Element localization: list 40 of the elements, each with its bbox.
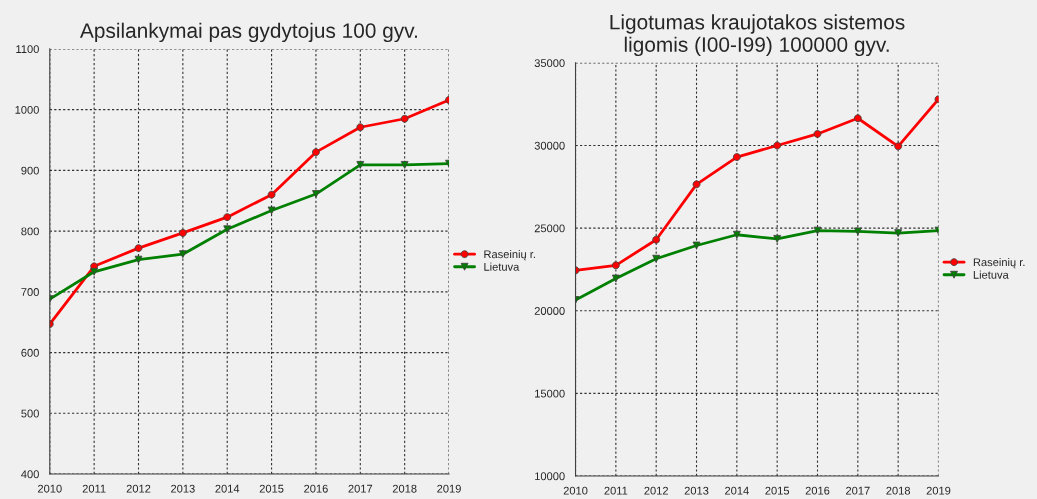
x-tick-label: 2012 [644,486,668,495]
x-tick-label: 2014 [725,486,749,495]
x-tick-label: 2015 [259,484,284,493]
y-tick-label: 700 [21,288,39,296]
y-tick-label: 30000 [534,141,565,150]
legend-label: Raseinių r. [484,250,535,261]
y-tick-label: 900 [21,166,39,175]
x-tick-label: 2017 [348,484,373,493]
legend-label: Raseinių r. [973,257,1025,269]
x-tick-label: 2019 [926,486,951,495]
x-tick-label: 2013 [171,484,195,493]
y-tick-label: 1100 [16,45,39,54]
y-tick-label: 15000 [535,389,565,398]
x-tick-label: 2012 [126,484,151,493]
y-tick-label: 800 [21,227,39,236]
legend-label: Lietuva [484,262,520,271]
y-tick-label: 20000 [534,307,565,315]
x-tick-label: 2011 [604,486,628,495]
y-tick-label: 35000 [534,59,565,68]
chart-title: Ligotumas kraujotakos sistemos ligomis (I00-I99) 100000 gyv. [610,14,905,57]
x-tick-label: 2011 [82,484,106,493]
chart-title: Apsilankymai pas gydytojus 100 gyv. [79,22,417,43]
x-tick-label: 2018 [392,484,417,493]
y-tick-label: 600 [21,348,39,357]
x-tick-label: 2016 [304,484,328,493]
x-tick-label: 2010 [37,484,62,493]
x-tick-label: 2015 [765,486,790,495]
x-tick-label: 2014 [215,484,240,493]
y-tick-label: 10000 [535,472,565,481]
y-tick-label: 25000 [534,224,565,233]
y-tick-label: 400 [21,470,39,479]
y-tick-label: 500 [21,409,39,418]
y-tick-label: 1000 [15,105,39,114]
legend-label: Lietuva [973,270,1009,279]
x-tick-label: 2016 [805,486,830,495]
x-tick-label: 2018 [886,486,911,495]
x-tick-label: 2019 [437,484,461,493]
x-tick-label: 2013 [684,486,709,495]
x-tick-label: 2017 [846,486,870,495]
x-tick-label: 2010 [563,486,588,495]
